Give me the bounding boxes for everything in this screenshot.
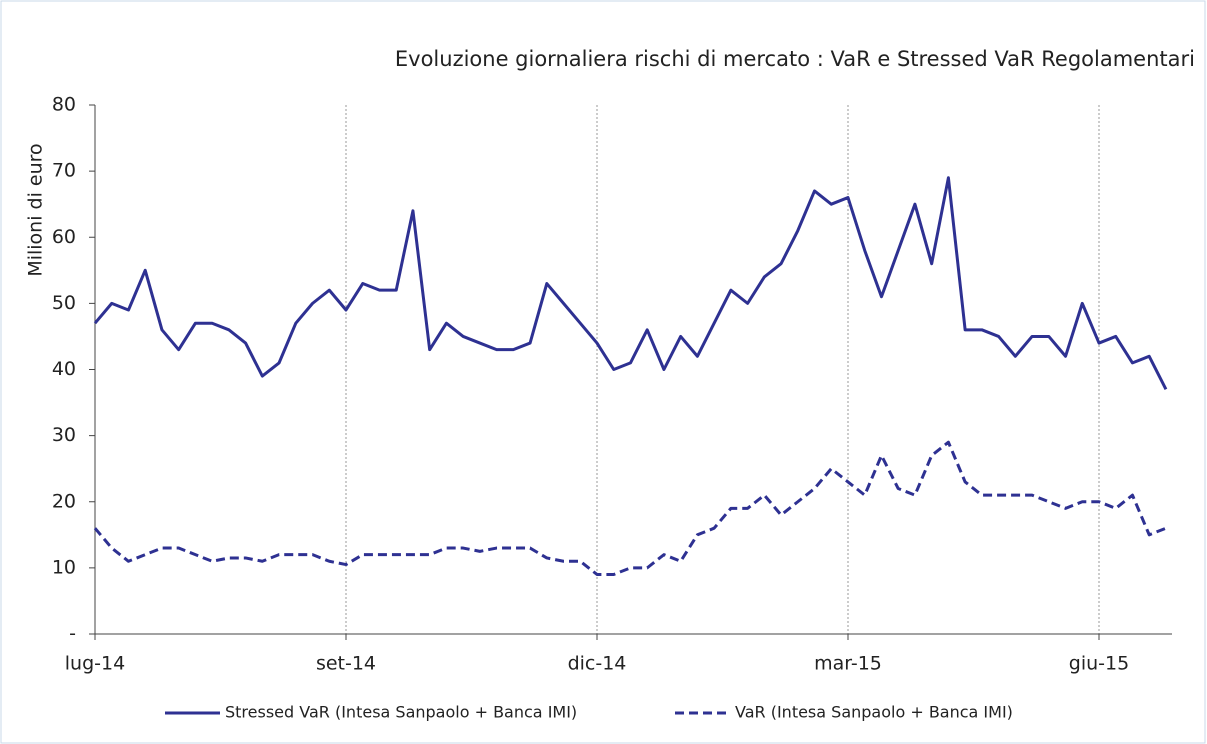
series-line <box>93 440 1167 576</box>
x-tick-label: mar-15 <box>814 653 882 675</box>
chart-title: Evoluzione giornaliera rischi di mercato… <box>395 47 1195 71</box>
y-tick-label: 30 <box>52 424 76 446</box>
y-tick-label: 70 <box>52 160 76 182</box>
x-tick-label: lug-14 <box>65 653 125 675</box>
legend-label: VaR (Intesa Sanpaolo + Banca IMI) <box>735 703 1013 722</box>
y-tick-label: 40 <box>52 358 76 380</box>
legend-label: Stressed VaR (Intesa Sanpaolo + Banca IM… <box>225 703 577 722</box>
y-tick-label: 60 <box>52 226 76 248</box>
x-tick-label: dic-14 <box>568 653 627 675</box>
y-tick-label: 20 <box>52 490 76 512</box>
y-axis-label: Milioni di euro <box>25 143 47 276</box>
y-tick-label: 10 <box>52 556 76 578</box>
x-tick-label: giu-15 <box>1069 653 1129 675</box>
y-tick-label: 80 <box>52 94 76 116</box>
y-tick-label: 50 <box>52 292 76 314</box>
series-line <box>93 176 1168 391</box>
y-tick-label: - <box>69 623 76 645</box>
x-tick-label: set-14 <box>316 653 376 675</box>
